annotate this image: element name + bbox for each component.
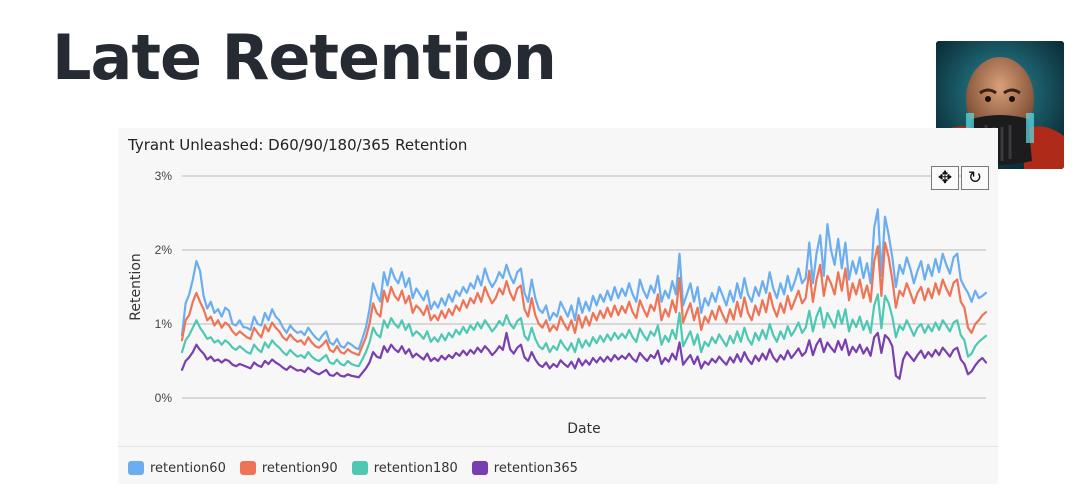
legend-swatch [471, 461, 488, 475]
refresh-icon: ↻ [967, 167, 983, 188]
chart-panel: Tyrant Unleashed: D60/90/180/365 Retenti… [118, 128, 998, 484]
y-tick-label: 0% [155, 391, 173, 405]
series-line-retention180 [180, 293, 988, 368]
legend-label: retention90 [261, 460, 338, 476]
retention-line-chart: 0% 1% 2% 3% Date Retention [128, 169, 988, 437]
legend-label: retention365 [493, 460, 578, 476]
move-arrows-icon: ✥ [937, 167, 953, 188]
legend-item-retention60[interactable]: retention60 [128, 461, 226, 476]
x-axis-label: Date [567, 421, 600, 437]
chart-legend: retention60 retention90 retention180 retent… [128, 454, 578, 482]
slide-title: Late Retention [52, 21, 557, 94]
series-line-retention365 [180, 331, 988, 380]
legend-label: retention180 [373, 460, 458, 476]
legend-swatch [351, 461, 368, 475]
y-axis-label: Retention [128, 253, 144, 321]
y-tick-label: 2% [155, 243, 173, 257]
series-line-retention90 [180, 241, 988, 357]
legend-item-retention90[interactable]: retention90 [239, 460, 338, 476]
legend-item-retention180[interactable]: retention180 [351, 460, 458, 476]
series-line-retention60 [180, 208, 988, 351]
legend-divider [118, 446, 998, 447]
chart-title: Tyrant Unleashed: D60/90/180/365 Retenti… [128, 136, 468, 154]
reset-view-button[interactable]: ↻ [961, 166, 989, 190]
y-tick-label: 3% [155, 169, 173, 183]
legend-item-retention365[interactable]: retention365 [471, 460, 578, 476]
pan-tool-button[interactable]: ✥ [931, 166, 959, 190]
chart-toolbar: ✥ ↻ [931, 166, 991, 190]
legend-swatch [128, 461, 144, 475]
y-tick-label: 1% [155, 317, 173, 331]
legend-label: retention60 [150, 460, 226, 476]
legend-swatch [239, 461, 256, 475]
